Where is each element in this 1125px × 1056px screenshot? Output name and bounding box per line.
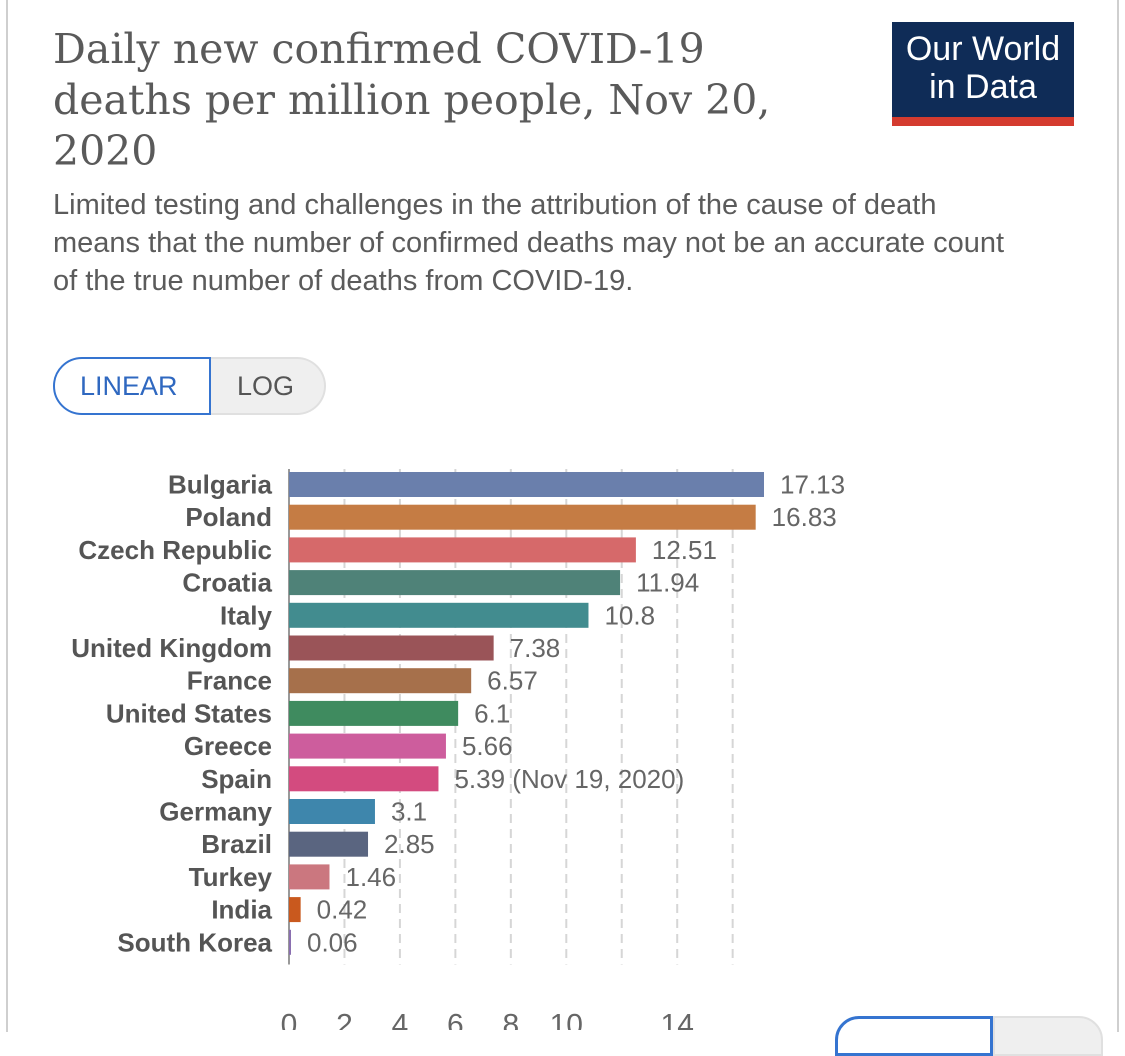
- category-label: Czech Republic: [78, 535, 272, 565]
- category-label: Germany: [159, 797, 272, 827]
- value-label: 5.39 (Nov 19, 2020): [454, 764, 684, 794]
- bar-brazil: [289, 831, 369, 857]
- value-label: 10.8: [604, 600, 655, 630]
- value-label: 17.13: [780, 470, 845, 500]
- bars: Bulgaria 17.13 Poland 16.83 Czech Republic 12…: [71, 470, 845, 958]
- bar-spain: [289, 766, 439, 792]
- x-tick-label: 8: [502, 1009, 519, 1031]
- left-border: [6, 0, 8, 1032]
- value-label: 0.06: [307, 927, 358, 957]
- x-tick-label: 14: [661, 1009, 694, 1031]
- category-label: Greece: [184, 731, 272, 761]
- owid-logo[interactable]: Our World in Data: [892, 22, 1074, 126]
- category-label: Turkey: [189, 862, 273, 892]
- category-label: France: [187, 666, 272, 696]
- category-label: Bulgaria: [168, 470, 273, 500]
- category-label: South Korea: [117, 927, 272, 957]
- category-label: India: [211, 895, 272, 925]
- category-label: Brazil: [201, 829, 272, 859]
- logo-accent-bar: [892, 117, 1074, 126]
- bar-italy: [289, 602, 589, 628]
- value-label: 0.42: [317, 895, 368, 925]
- bar-czech-republic: [289, 537, 636, 563]
- value-label: 3.1: [391, 797, 427, 827]
- value-label: 16.83: [772, 502, 837, 532]
- category-label: Poland: [185, 502, 272, 532]
- value-label: 2.85: [384, 829, 435, 859]
- bar-greece: [289, 733, 446, 759]
- bottom-linear-button-partial[interactable]: [835, 1016, 993, 1056]
- x-tick-label: 0: [281, 1009, 298, 1031]
- value-label: 1.46: [345, 862, 396, 892]
- logo-line-1: Our World: [905, 30, 1061, 68]
- x-tick-label: 10: [550, 1009, 583, 1031]
- category-label: Croatia: [182, 568, 272, 598]
- category-label: United Kingdom: [71, 633, 272, 663]
- bar-united-kingdom: [289, 635, 494, 661]
- x-tick-label: 4: [392, 1009, 409, 1031]
- bar-united-states: [289, 700, 459, 726]
- scale-toggle: LINEAR LOG: [53, 357, 326, 415]
- bar-croatia: [289, 570, 621, 596]
- bar-south-korea: [289, 929, 291, 955]
- category-label: United States: [106, 698, 272, 728]
- bar-france: [289, 668, 472, 694]
- bar-poland: [289, 504, 756, 530]
- right-border: [1117, 0, 1119, 1032]
- value-label: 6.57: [487, 666, 538, 696]
- logo-text: Our World in Data: [892, 30, 1074, 106]
- value-label: 12.51: [652, 535, 717, 565]
- chart-title: Daily new confirmed COVID-19 deaths per …: [53, 25, 771, 175]
- bar-chart: Bulgaria 17.13 Poland 16.83 Czech Republic 12…: [71, 469, 845, 1031]
- chart-subtitle: Limited testing and challenges in the at…: [53, 189, 1005, 297]
- bar-bulgaria: [289, 472, 764, 497]
- x-tick-label: 6: [447, 1009, 464, 1031]
- log-scale-button[interactable]: LOG: [211, 357, 326, 415]
- category-label: Italy: [220, 600, 273, 630]
- bottom-log-button-partial[interactable]: [993, 1016, 1103, 1056]
- value-label: 5.66: [462, 731, 513, 761]
- logo-line-2: in Data: [929, 68, 1037, 106]
- bar-turkey: [289, 864, 330, 890]
- value-label: 6.1: [474, 698, 510, 728]
- category-label: Spain: [201, 764, 272, 794]
- x-tick-label: 2: [336, 1009, 353, 1031]
- bar-germany: [289, 799, 375, 824]
- linear-scale-button[interactable]: LINEAR: [53, 357, 211, 415]
- value-label: 11.94: [636, 568, 699, 598]
- value-label: 7.38: [510, 633, 561, 663]
- bar-india: [289, 897, 301, 923]
- x-axis-ticks: 0 2 4 6 8 10 14: [281, 1009, 694, 1031]
